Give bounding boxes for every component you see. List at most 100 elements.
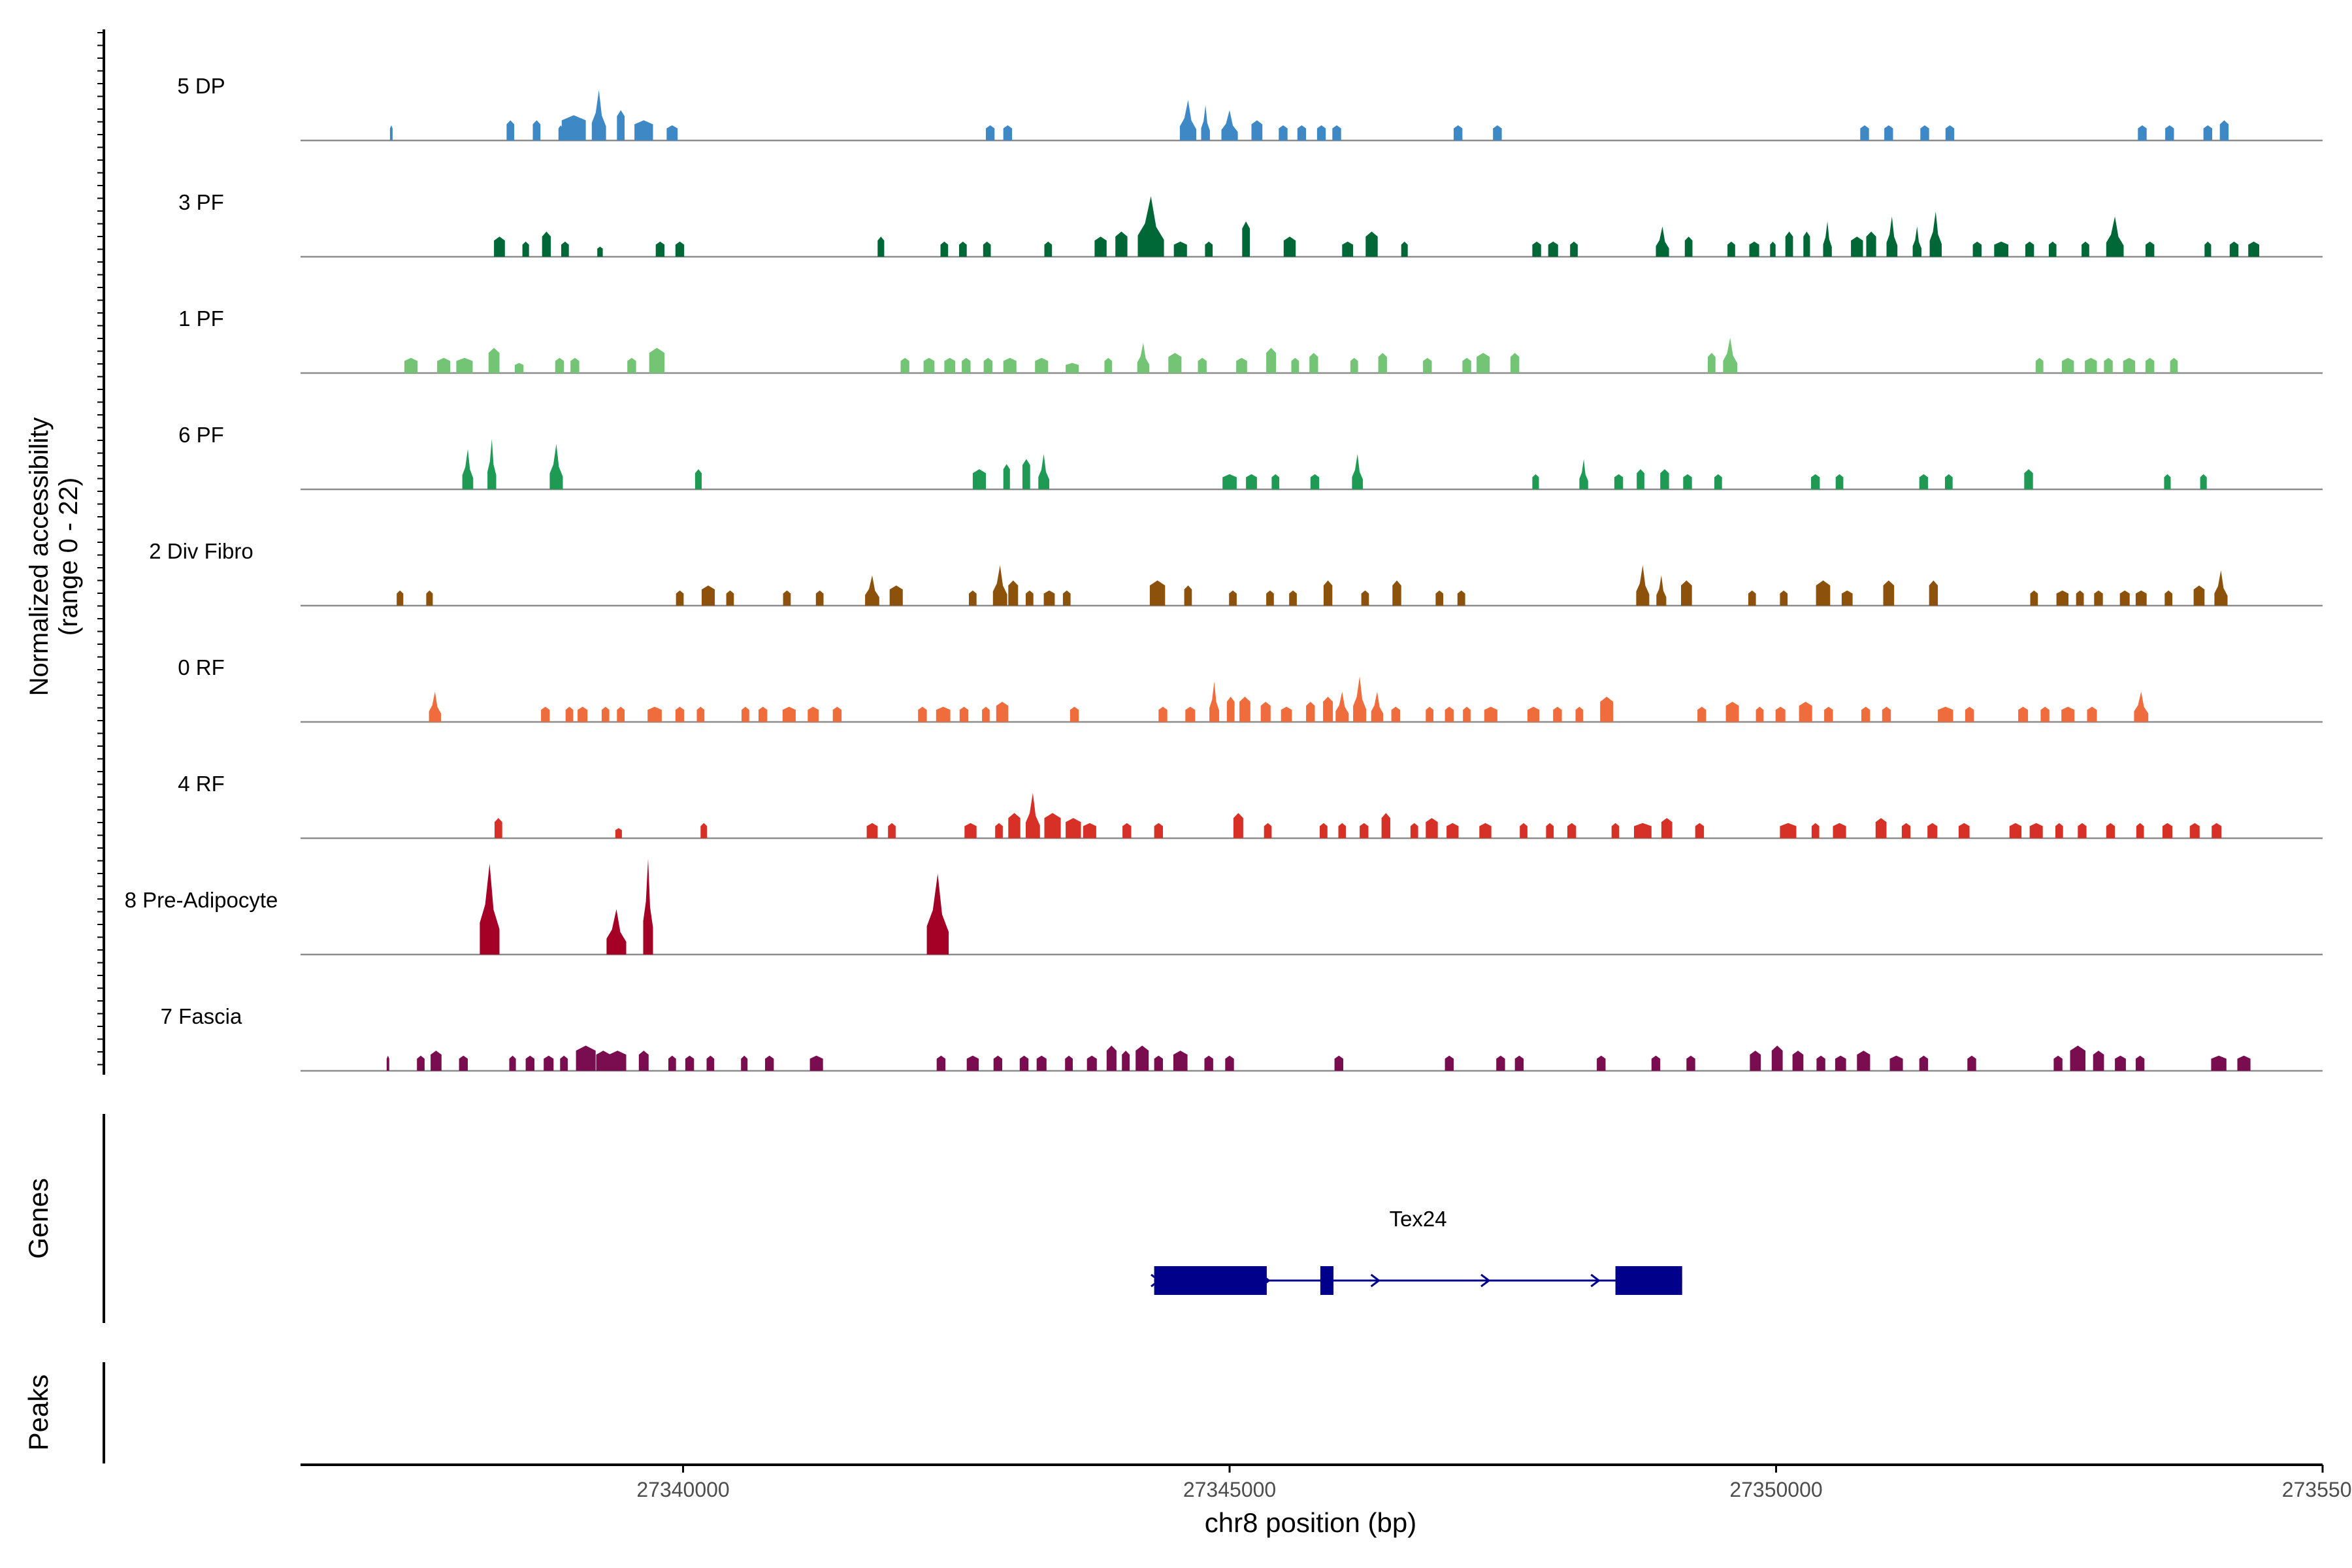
- coverage-peak: [1086, 1055, 1097, 1071]
- coverage-peak: [2040, 706, 2050, 722]
- coverage-peak: [638, 1051, 649, 1071]
- coverage-peak: [1221, 110, 1238, 140]
- coverage-peak: [1651, 1055, 1661, 1071]
- coverage-peak: [1553, 706, 1562, 722]
- coverage-peak: [1484, 706, 1497, 722]
- coverage-peak: [1785, 231, 1793, 257]
- coverage-peak: [615, 828, 622, 838]
- coverage-peak: [694, 469, 702, 489]
- coverage-peak: [2162, 823, 2172, 838]
- track-label: 6 PF: [178, 423, 224, 447]
- coverage-peak: [2193, 585, 2205, 606]
- track-5: 2 Div Fibro: [149, 539, 2323, 607]
- coverage-peak: [2115, 1055, 2126, 1071]
- coverage-peak: [1567, 823, 1576, 838]
- coverage-peak: [2211, 1055, 2227, 1071]
- track-label: 3 PF: [178, 190, 224, 214]
- coverage-tracks: 5 DP 3 PF 1 PF 6 PF 2 Div Fibro 0 RF 4 RF 8 Pre…: [125, 74, 2323, 1072]
- coverage-peak: [759, 706, 768, 722]
- coverage-peak: [1184, 585, 1192, 606]
- genes-track-label-group: Genes: [23, 1178, 54, 1259]
- coverage-peak: [1381, 813, 1390, 838]
- coverage-peak: [866, 823, 878, 838]
- track-2: 3 PF: [178, 190, 2323, 258]
- coverage-peak: [1816, 580, 1831, 606]
- coverage-peak: [2030, 590, 2038, 606]
- coverage-peak: [2009, 823, 2022, 838]
- coverage-peak: [1019, 1055, 1029, 1071]
- coverage-peak: [608, 1051, 627, 1071]
- coverage-peak: [1841, 590, 1853, 606]
- coverage-peak: [2070, 1045, 2085, 1071]
- coverage-peak: [888, 823, 896, 838]
- coverage-peak: [944, 357, 956, 373]
- coverage-peak: [1579, 459, 1588, 489]
- coverage-peak: [1600, 696, 1614, 722]
- coverage-peak: [815, 590, 824, 606]
- coverage-peak: [2094, 590, 2103, 606]
- coverage-peak: [1823, 221, 1832, 257]
- coverage-y-axis-ticks: [97, 32, 104, 1066]
- coverage-peak: [1239, 696, 1250, 722]
- coverage-peak: [1780, 823, 1797, 838]
- coverage-peak: [506, 120, 515, 140]
- coverage-peak: [2061, 706, 2075, 722]
- coverage-peak: [1306, 702, 1315, 722]
- coverage-peak: [2123, 357, 2136, 373]
- coverage-peak: [1205, 241, 1213, 257]
- coverage-peak: [2106, 823, 2115, 838]
- coverage-peak: [1026, 792, 1040, 838]
- coverage-peak: [655, 241, 665, 257]
- coverage-peak: [1683, 474, 1692, 489]
- coverage-peak: [561, 241, 569, 257]
- coverage-peak: [1149, 580, 1166, 606]
- coverage-peak: [1920, 125, 1929, 140]
- coverage-peak: [1323, 696, 1333, 722]
- coverage-peak: [1062, 590, 1071, 606]
- coverage-peak: [1264, 823, 1272, 838]
- coverage-peak: [992, 565, 1007, 606]
- coverage-peak: [1222, 474, 1237, 489]
- coverage-peak: [2212, 823, 2222, 838]
- coverage-peak: [1708, 353, 1716, 373]
- coverage-peak: [1260, 702, 1271, 722]
- coverage-peak: [1681, 580, 1692, 606]
- coverage-peak: [1901, 823, 1911, 838]
- gene-name-label: Tex24: [1390, 1207, 1447, 1231]
- coverage-peak: [1008, 813, 1021, 838]
- coverage-peak: [1332, 125, 1341, 140]
- coverage-peak: [576, 1045, 596, 1071]
- coverage-peak: [1835, 474, 1844, 489]
- coverage-peak: [1686, 1055, 1695, 1071]
- coverage-peak: [1173, 241, 1187, 257]
- strand-arrow: [1480, 1273, 1491, 1288]
- coverage-peak: [459, 1055, 468, 1071]
- coverage-peak: [397, 590, 404, 606]
- coverage-peak: [1271, 474, 1280, 489]
- coverage-peak: [1462, 357, 1471, 373]
- coverage-peak: [1104, 357, 1113, 373]
- coverage-peak: [426, 590, 433, 606]
- coverage-peak: [1792, 1051, 1804, 1071]
- coverage-peak: [532, 120, 541, 140]
- coverage-peak: [429, 691, 441, 722]
- coverage-peak: [570, 357, 580, 373]
- coverage-peak: [959, 241, 967, 257]
- coverage-peak: [2056, 590, 2068, 606]
- coverage-peak: [1035, 357, 1049, 373]
- coverage-peak: [487, 438, 497, 489]
- coverage-peak: [1003, 125, 1013, 140]
- coverage-peak: [560, 1055, 568, 1071]
- gene-exon: [1154, 1266, 1267, 1295]
- coverage-peak: [1511, 353, 1520, 373]
- coverage-peak: [702, 585, 715, 606]
- coverage-peak: [742, 706, 749, 722]
- coverage-peak: [1771, 1045, 1783, 1071]
- coverage-peak: [1423, 357, 1432, 373]
- coverage-peak: [1279, 125, 1288, 140]
- coverage-peak: [2078, 823, 2087, 838]
- coverage-peak: [1070, 706, 1079, 722]
- coverage-peak: [1316, 125, 1326, 140]
- coverage-peak: [2082, 241, 2089, 257]
- coverage-peak: [809, 1055, 823, 1071]
